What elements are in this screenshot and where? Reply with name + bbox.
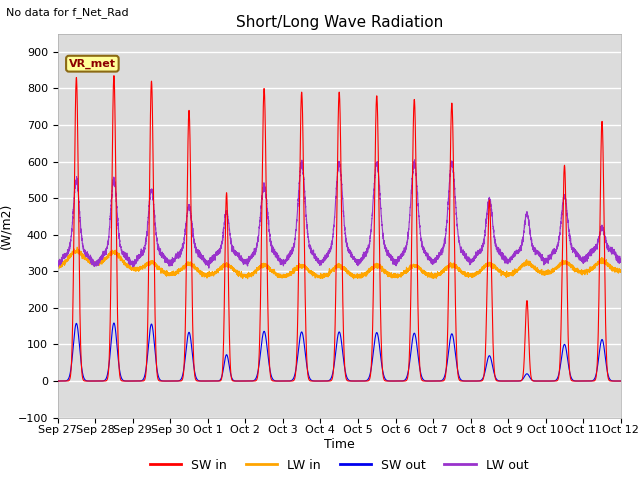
LW out: [266, 235, 274, 240]
LW out: [612, 258, 620, 264]
Y-axis label: (W/m2): (W/m2): [0, 203, 12, 249]
X-axis label: Time: Time: [324, 438, 355, 451]
Legend: SW in, LW in, SW out, LW out: SW in, LW in, SW out, LW out: [145, 454, 533, 477]
LW out: [184, 205, 192, 211]
SW in: [612, 378, 620, 384]
Title: Short/Long Wave Radiation: Short/Long Wave Radiation: [236, 15, 443, 30]
SW out: [188, 343, 195, 348]
SW out: [617, 378, 625, 384]
LW out: [306, 245, 314, 251]
Text: No data for f_Net_Rad: No data for f_Net_Rad: [6, 7, 129, 18]
LW out: [191, 241, 198, 247]
LW in: [191, 264, 198, 270]
LW in: [188, 260, 195, 265]
SW out: [506, 378, 514, 384]
LW out: [54, 263, 61, 268]
Line: LW in: LW in: [58, 247, 621, 279]
LW out: [205, 265, 212, 271]
SW out: [266, 367, 274, 373]
Line: SW in: SW in: [58, 76, 621, 381]
SW out: [54, 378, 61, 384]
SW in: [54, 378, 61, 384]
LW out: [617, 259, 625, 264]
Line: LW out: LW out: [58, 160, 621, 268]
LW in: [306, 268, 314, 274]
LW in: [617, 269, 625, 275]
SW in: [188, 245, 195, 251]
SW in: [184, 117, 192, 122]
SW in: [110, 73, 118, 79]
LW in: [74, 244, 81, 250]
SW in: [617, 378, 625, 384]
LW out: [188, 215, 195, 221]
LW in: [54, 264, 61, 269]
SW in: [266, 368, 274, 374]
LW in: [349, 276, 357, 282]
LW in: [184, 262, 192, 267]
SW out: [306, 376, 314, 382]
LW in: [266, 264, 274, 270]
LW out: [411, 157, 419, 163]
SW out: [184, 330, 192, 336]
SW out: [612, 378, 620, 384]
LW in: [612, 266, 620, 272]
Line: SW out: SW out: [58, 323, 621, 381]
Text: VR_met: VR_met: [69, 59, 116, 69]
SW in: [506, 378, 514, 384]
SW in: [306, 378, 314, 384]
SW in: [191, 369, 198, 375]
SW out: [110, 320, 118, 326]
SW out: [191, 367, 198, 373]
